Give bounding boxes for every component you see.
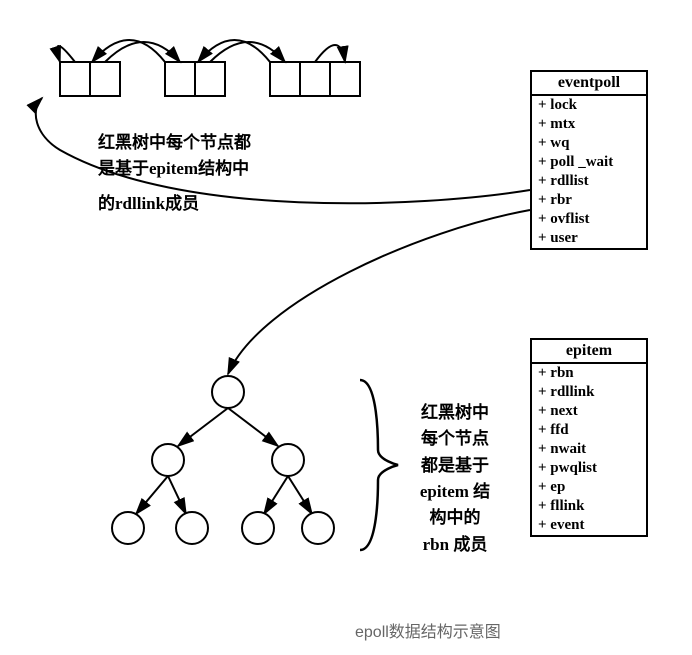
figure-caption: epoll数据结构示意图 — [355, 618, 501, 642]
annot-line: 红黑树中 — [410, 400, 500, 426]
struct-field: + fllink — [532, 497, 646, 516]
struct-field: + poll _wait — [532, 153, 646, 172]
tree-brace — [360, 380, 398, 550]
struct-field: + rdllist — [532, 172, 646, 191]
annotation-rbn: 红黑树中 每个节点 都是基于 epitem 结 构中的 rbn 成员 — [410, 400, 500, 558]
struct-field: + mtx — [532, 115, 646, 134]
annot-line: 是基于epitem结构中 — [98, 156, 251, 182]
annot-line: 的rdllink成员 — [98, 191, 251, 217]
annotation-rdllink: 红黑树中每个节点都 是基于epitem结构中 的rdllink成员 — [98, 130, 251, 217]
struct-field: + ffd — [532, 421, 646, 440]
struct-field: + rbr — [532, 191, 646, 210]
linked-list — [57, 40, 360, 96]
annot-line: 都是基于 — [410, 453, 500, 479]
annot-line: 红黑树中每个节点都 — [98, 130, 251, 156]
struct-eventpoll: eventpoll + lock + mtx + wq + poll _wait… — [530, 70, 648, 250]
struct-field: + user — [532, 229, 646, 248]
struct-title: epitem — [532, 340, 646, 364]
struct-field: + rbn — [532, 364, 646, 383]
annot-line: 构中的 — [410, 505, 500, 531]
rb-tree — [112, 376, 334, 544]
struct-field: + nwait — [532, 440, 646, 459]
struct-epitem: epitem + rbn + rdllink + next + ffd + nw… — [530, 338, 648, 537]
struct-field: + lock — [532, 96, 646, 115]
struct-field: + ovflist — [532, 210, 646, 229]
annot-line: rbn 成员 — [410, 532, 500, 558]
annot-line: 每个节点 — [410, 426, 500, 452]
struct-field: + ep — [532, 478, 646, 497]
struct-title: eventpoll — [532, 72, 646, 96]
struct-field: + wq — [532, 134, 646, 153]
struct-field: + event — [532, 516, 646, 535]
struct-field: + rdllink — [532, 383, 646, 402]
connector-rbr — [228, 210, 530, 374]
diagram-canvas: eventpoll + lock + mtx + wq + poll _wait… — [0, 0, 692, 655]
struct-field: + pwqlist — [532, 459, 646, 478]
struct-field: + next — [532, 402, 646, 421]
annot-line: epitem 结 — [410, 479, 500, 505]
